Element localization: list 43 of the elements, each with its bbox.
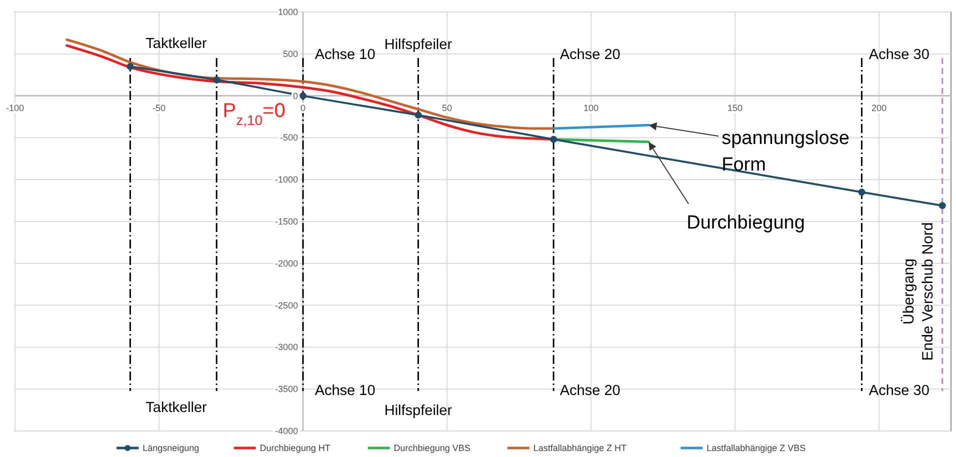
point [300,92,306,100]
annotation: Achse 10 [314,46,376,63]
y-tick-label: -1000 [274,174,298,185]
point [126,62,134,70]
point [938,202,946,210]
y-tick-label: -500 [280,132,298,143]
annotation: Achse 10 [314,383,376,400]
x-tick-label: 50 [442,102,452,113]
annotation: P$_{z,10}$=0 [222,100,286,128]
y-tick-label: -2500 [274,300,298,310]
y-tick-label: 1000 [278,7,298,17]
y-tick-label: -2000 [274,258,298,268]
annotation: Taktkeller [146,400,208,416]
point [550,136,558,143]
annotation: Achse 30 [868,46,930,63]
annotation: Taktkeller [146,36,208,52]
x-tick-label: -50 [152,102,166,113]
y-tick-label: -3000 [274,342,298,352]
ref-line-label: Übergang Ende Verschub Nord [900,222,936,361]
annotation: Achse 20 [560,383,620,400]
point [213,76,220,84]
legend-label: Lastfallabhängige Z HT [533,443,627,453]
annotation: Durchbiegung [686,212,805,234]
x-tick-label: 100 [583,102,599,113]
y-tick-label: 500 [282,48,298,59]
annotation: Achse 30 [868,383,930,400]
point [858,188,866,196]
y-tick-label: 0 [292,90,298,101]
annotation: Achse 20 [560,46,620,63]
y-tick-label: -3500 [274,384,298,394]
legend-label: Durchbiegung VBS [394,443,470,453]
annotation: spannungslose Form [722,128,850,176]
point [414,112,422,119]
annotation: Hilfspfeiler [384,403,452,420]
x-tick-label: 200 [871,102,887,113]
y-tick-label: -4000 [274,426,298,436]
x-tick-label: -100 [6,102,24,113]
annotation: Hilfspfeiler [384,36,452,53]
x-tick-label: 150 [727,102,743,113]
legend-label: Durchbiegung HT [260,443,331,453]
y-tick-label: -1500 [274,216,298,226]
legend-label: Längsneigung [142,443,200,453]
legend-label: Lastfallabhängige Z VBS [706,443,806,453]
